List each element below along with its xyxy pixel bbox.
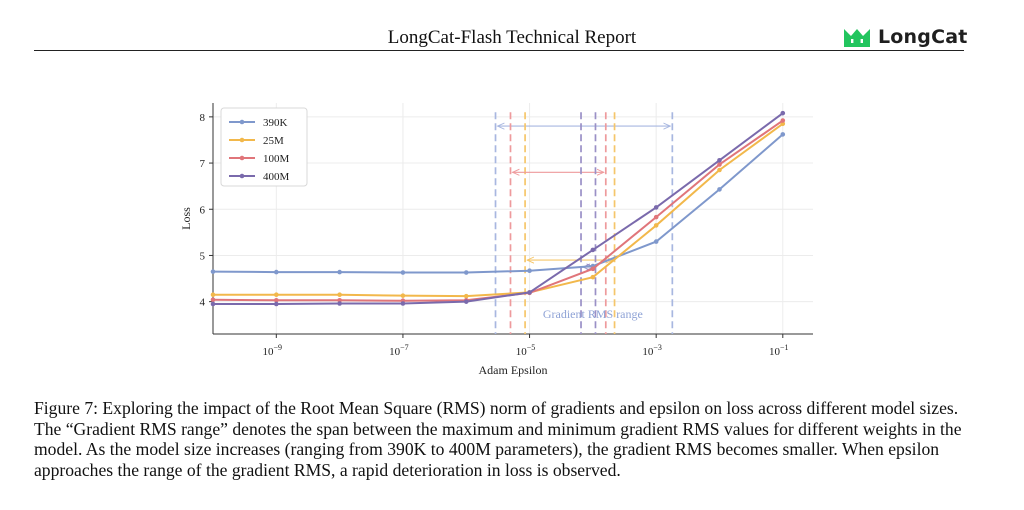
x-tick-label: 10−1	[769, 343, 789, 358]
data-point-390K	[653, 239, 659, 244]
cat-logo-icon	[844, 29, 870, 47]
data-point-400M	[274, 301, 279, 307]
data-point-25M	[653, 223, 659, 228]
y-tick-label: 4	[200, 297, 206, 309]
data-point-100M	[653, 214, 659, 220]
series-line-25M	[213, 122, 784, 298]
data-point-400M	[653, 205, 659, 210]
legend-box	[220, 107, 308, 187]
series-line-400M	[213, 112, 784, 305]
y-tick-label: 5	[200, 250, 206, 262]
data-point-25M	[400, 293, 406, 298]
data-point-25M	[590, 274, 596, 280]
running-header-title: LongCat-Flash Technical Report	[387, 27, 637, 48]
x-tick-label: 10−5	[516, 343, 536, 358]
legend-marker-400M	[239, 173, 245, 179]
data-point-100M	[780, 118, 786, 123]
data-point-390K	[780, 132, 786, 137]
data-point-390K	[400, 270, 406, 275]
x-tick-label: 10−3	[642, 343, 662, 358]
data-point-400M	[717, 157, 722, 163]
loss-vs-epsilon-chart: 4 5 6 7 8 10−9 10−7 10−5 10−3 10−1 Adam Epsilon Los…	[179, 103, 813, 377]
longcat-logo: LongCat	[842, 24, 968, 50]
data-point-390K	[527, 268, 532, 274]
data-point-100M	[590, 266, 596, 272]
y-tick-label: 8	[200, 112, 206, 124]
data-point-400M	[463, 299, 469, 304]
data-point-25M	[717, 167, 722, 173]
logo-text: LongCat	[878, 26, 968, 48]
y-tick-label: 7	[200, 158, 206, 170]
data-point-25M	[780, 121, 786, 127]
legend-marker-390K	[239, 119, 245, 125]
x-tick-label: 10−9	[263, 343, 283, 358]
legend-label-100M: 100M	[263, 153, 290, 165]
data-point-390K	[274, 269, 279, 275]
data-point-25M	[463, 293, 469, 299]
legend-marker-25M	[239, 137, 245, 143]
x-tick-label: 10−7	[389, 343, 409, 358]
data-point-100M	[210, 297, 216, 303]
data-point-400M	[210, 301, 216, 307]
data-point-390K	[210, 269, 216, 274]
series-line-390K	[212, 133, 784, 274]
data-point-100M	[717, 162, 722, 167]
data-point-25M	[274, 292, 279, 298]
legend-marker-100M	[239, 155, 245, 161]
y-tick-label: 6	[200, 204, 206, 216]
data-point-100M	[274, 297, 279, 303]
legend-label-390K: 390K	[263, 117, 288, 129]
data-point-25M	[337, 292, 342, 298]
data-point-390K	[337, 269, 342, 275]
figure-caption: Figure 7: Exploring the impact of the Ro…	[34, 398, 962, 480]
header-rule	[34, 50, 964, 51]
data-point-25M	[210, 292, 216, 298]
data-point-400M	[400, 301, 406, 306]
y-axis-label: Loss	[179, 207, 193, 230]
data-point-390K	[717, 187, 722, 192]
data-point-390K	[463, 270, 469, 275]
data-point-100M	[337, 297, 342, 303]
legend-label-25M: 25M	[263, 135, 284, 147]
legend-label-400M: 400M	[263, 171, 290, 183]
data-point-400M	[337, 301, 342, 306]
data-point-400M	[527, 290, 532, 295]
data-point-400M	[780, 110, 786, 116]
x-axis-label: Adam Epsilon	[479, 363, 548, 377]
gradient-rms-range-annotation: Gradient RMS range	[543, 307, 643, 321]
data-point-400M	[590, 247, 596, 253]
